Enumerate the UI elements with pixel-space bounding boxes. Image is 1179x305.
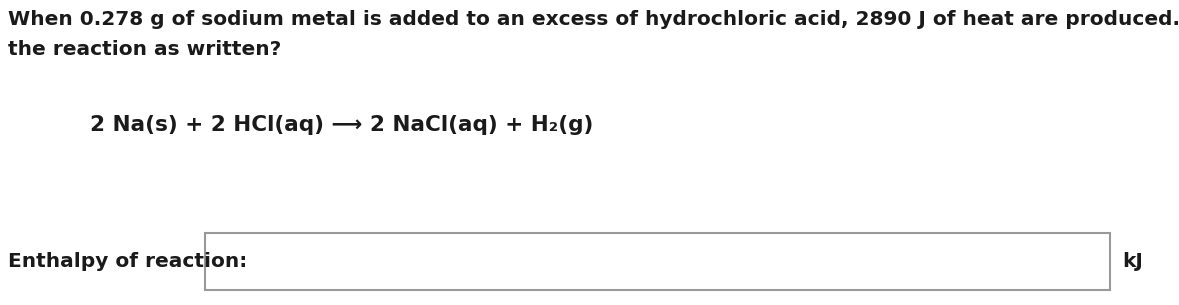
Text: When 0.278 g of sodium metal is added to an excess of hydrochloric acid, 2890 J : When 0.278 g of sodium metal is added to…: [8, 10, 1179, 29]
Bar: [205, 233, 1109, 290]
Text: Enthalpy of reaction:: Enthalpy of reaction:: [8, 252, 248, 271]
Text: kJ: kJ: [1122, 252, 1142, 271]
Text: 2 Na(s) + 2 HCl(aq) ⟶ 2 NaCl(aq) + H₂(g): 2 Na(s) + 2 HCl(aq) ⟶ 2 NaCl(aq) + H₂(g): [90, 115, 593, 135]
Text: the reaction as written?: the reaction as written?: [8, 40, 282, 59]
